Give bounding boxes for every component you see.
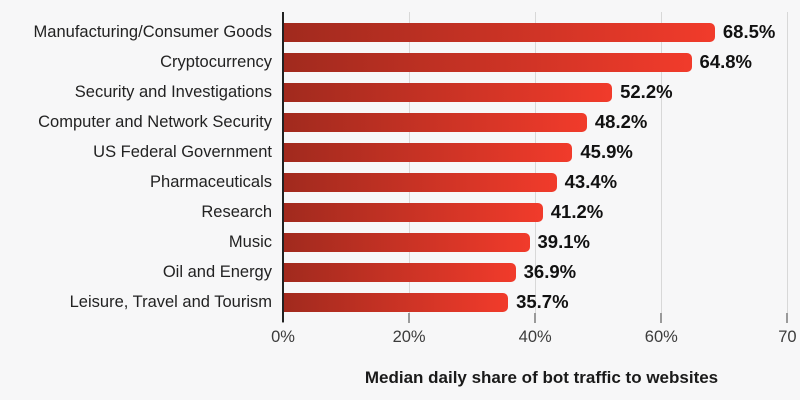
value-label: 39.1% [537, 231, 590, 252]
gridline [408, 12, 410, 322]
tick-label: 40% [518, 328, 552, 346]
category-label: Security and Investigations [74, 83, 272, 101]
bar-row: US Federal Government 45.9% [0, 137, 800, 167]
value-label: 43.4% [564, 171, 618, 192]
gridline [534, 12, 536, 322]
tick-label: 20% [392, 328, 426, 346]
bar [284, 112, 587, 132]
category-label: Computer and Network Security [38, 113, 272, 131]
category-label: Music [228, 233, 272, 251]
bar-row: Music 39.1% [0, 227, 800, 257]
bar-row: Manufacturing/Consumer Goods 68.5% [0, 17, 800, 47]
bar-row: Security and Investigations 52.2% [0, 77, 800, 107]
bar-row: Leisure, Travel and Tourism 35.7% [0, 287, 800, 317]
bar [284, 142, 573, 162]
value-label: 68.5% [722, 21, 776, 42]
value-label: 45.9% [580, 141, 633, 162]
bar [284, 22, 715, 42]
bar [284, 232, 530, 252]
tick-label: 60% [644, 328, 678, 346]
bar [284, 52, 692, 72]
bar-row: Pharmaceuticals 43.4% [0, 167, 800, 197]
y-axis-line [282, 12, 284, 322]
category-label: Pharmaceuticals [150, 173, 272, 191]
category-label: Oil and Energy [162, 263, 272, 281]
bar [284, 82, 613, 102]
tick-label: 0% [271, 328, 295, 346]
category-label: Cryptocurrency [160, 53, 272, 71]
category-label: US Federal Government [93, 143, 272, 161]
bar-row: Research 41.2% [0, 197, 800, 227]
category-label: Research [201, 203, 272, 221]
tick-mark [408, 313, 411, 323]
value-label: 41.2% [550, 201, 604, 222]
value-label: 36.9% [523, 261, 577, 282]
value-label: 64.8% [699, 51, 753, 72]
gridline [786, 12, 788, 322]
bar-row: Oil and Energy 36.9% [0, 257, 800, 287]
category-label: Leisure, Travel and Tourism [69, 293, 272, 311]
bar [284, 262, 516, 282]
category-label: Manufacturing/Consumer Goods [33, 23, 272, 41]
bar [284, 202, 543, 222]
bar [284, 172, 557, 192]
bar [284, 292, 509, 312]
gridline [660, 12, 662, 322]
tick-mark [786, 313, 789, 323]
tick-label: 70 [778, 328, 797, 346]
x-axis-title: Median daily share of bot traffic to web… [364, 368, 719, 387]
tick-mark [534, 313, 537, 323]
value-label: 48.2% [594, 111, 648, 132]
tick-mark [660, 313, 663, 323]
bar-row: Cryptocurrency 64.8% [0, 47, 800, 77]
bar-row: Computer and Network Security 48.2% [0, 107, 800, 137]
value-label: 52.2% [620, 81, 673, 102]
value-label: 35.7% [516, 291, 569, 312]
